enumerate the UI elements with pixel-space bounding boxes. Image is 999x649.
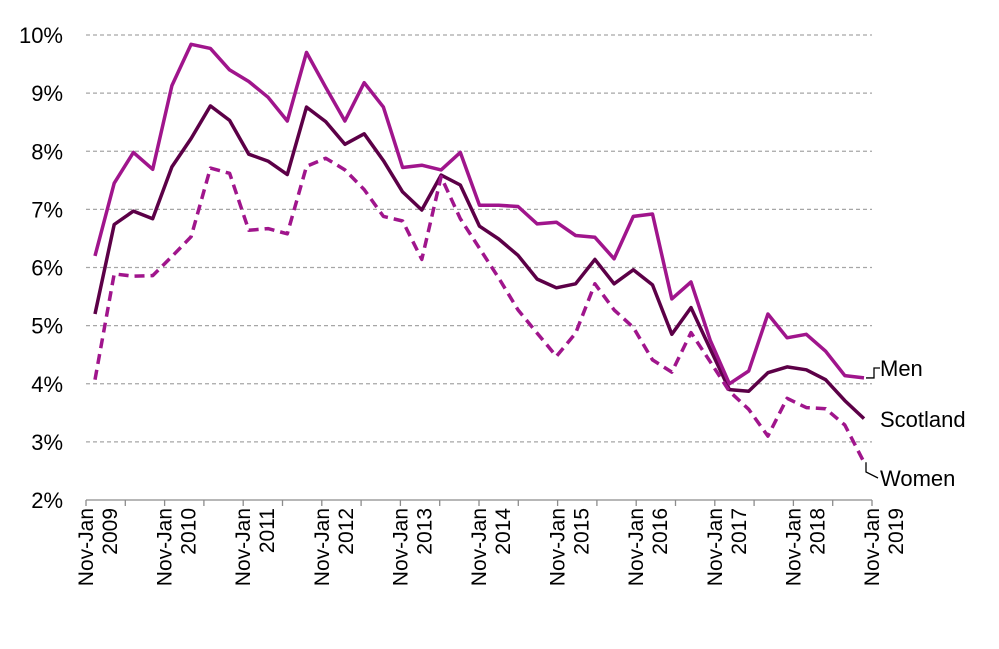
x-tick-label-year: 2013 [413,508,436,555]
x-tick-label-period: Nov-Jan [311,508,334,586]
x-tick-label-year: 2016 [649,508,672,555]
y-tick-label: 7% [31,197,63,222]
y-tick-label: 8% [31,139,63,164]
gridlines [86,34,872,443]
series-lines [93,42,866,464]
series-line-women [93,156,866,464]
series-line-scotland [93,104,866,420]
series-label-scotland: Scotland [880,407,966,432]
axes [85,499,873,506]
x-tick-label-year: 2011 [256,508,279,553]
x-tick-label-year: 2019 [885,508,908,555]
y-tick-label: 5% [31,314,63,339]
x-tick-label-period: Nov-Jan [468,508,491,586]
y-tick-label: 10% [19,23,63,48]
y-axis-tick-labels: 2% 3% 4% 5% 6% 7% 8% 9% 10% [19,23,63,513]
leader-line-women [865,462,879,479]
series-labels: Men Scotland Women [865,356,966,491]
leader-line-men [866,367,880,379]
x-tick-label-year: 2018 [806,508,829,555]
y-tick-label: 9% [31,81,63,106]
x-tick-label-period: Nov-Jan [704,508,727,586]
x-tick-label-period: Nov-Jan [75,508,98,586]
x-tick-label-period: Nov-Jan [625,508,648,586]
x-tick-label-period: Nov-Jan [782,508,805,586]
y-tick-label: 6% [31,256,63,281]
x-tick-label-period: Nov-Jan [389,508,412,586]
x-tick-label-period: Nov-Jan [154,508,177,586]
series-label-women: Women [880,466,955,491]
x-tick-label-period: Nov-Jan [861,508,884,586]
y-tick-label: 2% [31,488,63,513]
x-tick-label-year: 2017 [728,508,751,555]
y-tick-label: 4% [31,372,63,397]
x-tick-label-year: 2010 [178,508,201,555]
series-label-men: Men [880,356,923,381]
x-tick-label-period: Nov-Jan [547,508,570,586]
x-tick-label-year: 2015 [571,508,594,555]
x-tick-label-year: 2014 [492,508,515,555]
x-tick-label-period: Nov-Jan [232,508,255,586]
x-axis-tick-labels: Nov-Jan 2009 Nov-Jan 2010 Nov-Jan 2011 Nov-Jan… [75,508,908,587]
x-tick-label-year: 2012 [335,508,358,555]
y-tick-label: 3% [31,430,63,455]
series-line-men [93,42,865,386]
x-tick-label-year: 2009 [99,508,122,555]
